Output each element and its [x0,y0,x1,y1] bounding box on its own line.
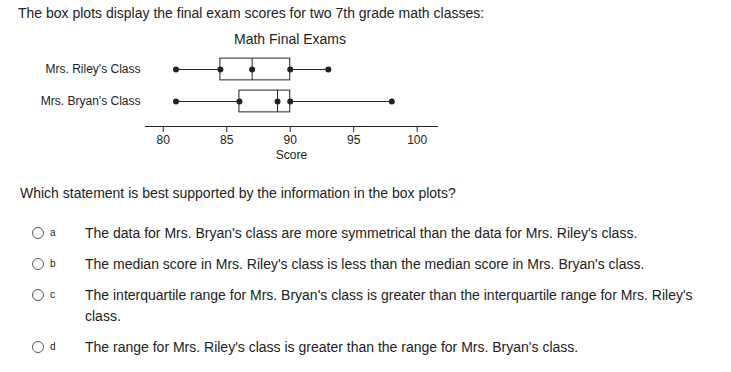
html-text:The interquartile range for Mr: The interquartile range for Mrs. Bryan's… [85,287,693,324]
html-text:a: a [50,227,56,238]
html-text:Which statement is best suppor: Which statement is best supported by the… [20,185,456,201]
html-text:b: b [50,258,56,269]
svg-text:95: 95 [347,133,361,147]
html-text:The median score in Mrs. Riley: The median score in Mrs. Riley's class i… [85,256,645,272]
html-text:c: c [50,289,55,300]
svg-text:80: 80 [157,133,171,147]
html-text:The data for Mrs. Bryan's clas: The data for Mrs. Bryan's class are more… [85,225,638,241]
html-text:The box plots display the fina: The box plots display the final exam sco… [18,5,485,21]
html-text:Math Final Exams: Math Final Exams [234,31,346,47]
svg-text:90: 90 [284,133,298,147]
svg-text:Score: Score [276,148,308,162]
html-text:d: d [50,341,56,352]
svg-text:85: 85 [220,133,234,147]
html-text:The range for Mrs. Riley's cla: The range for Mrs. Riley's class is grea… [85,339,579,355]
svg-text:Mrs. Bryan's Class: Mrs. Bryan's Class [41,94,141,108]
svg-text:100: 100 [407,133,427,147]
svg-text:Mrs. Riley's Class: Mrs. Riley's Class [46,62,141,76]
